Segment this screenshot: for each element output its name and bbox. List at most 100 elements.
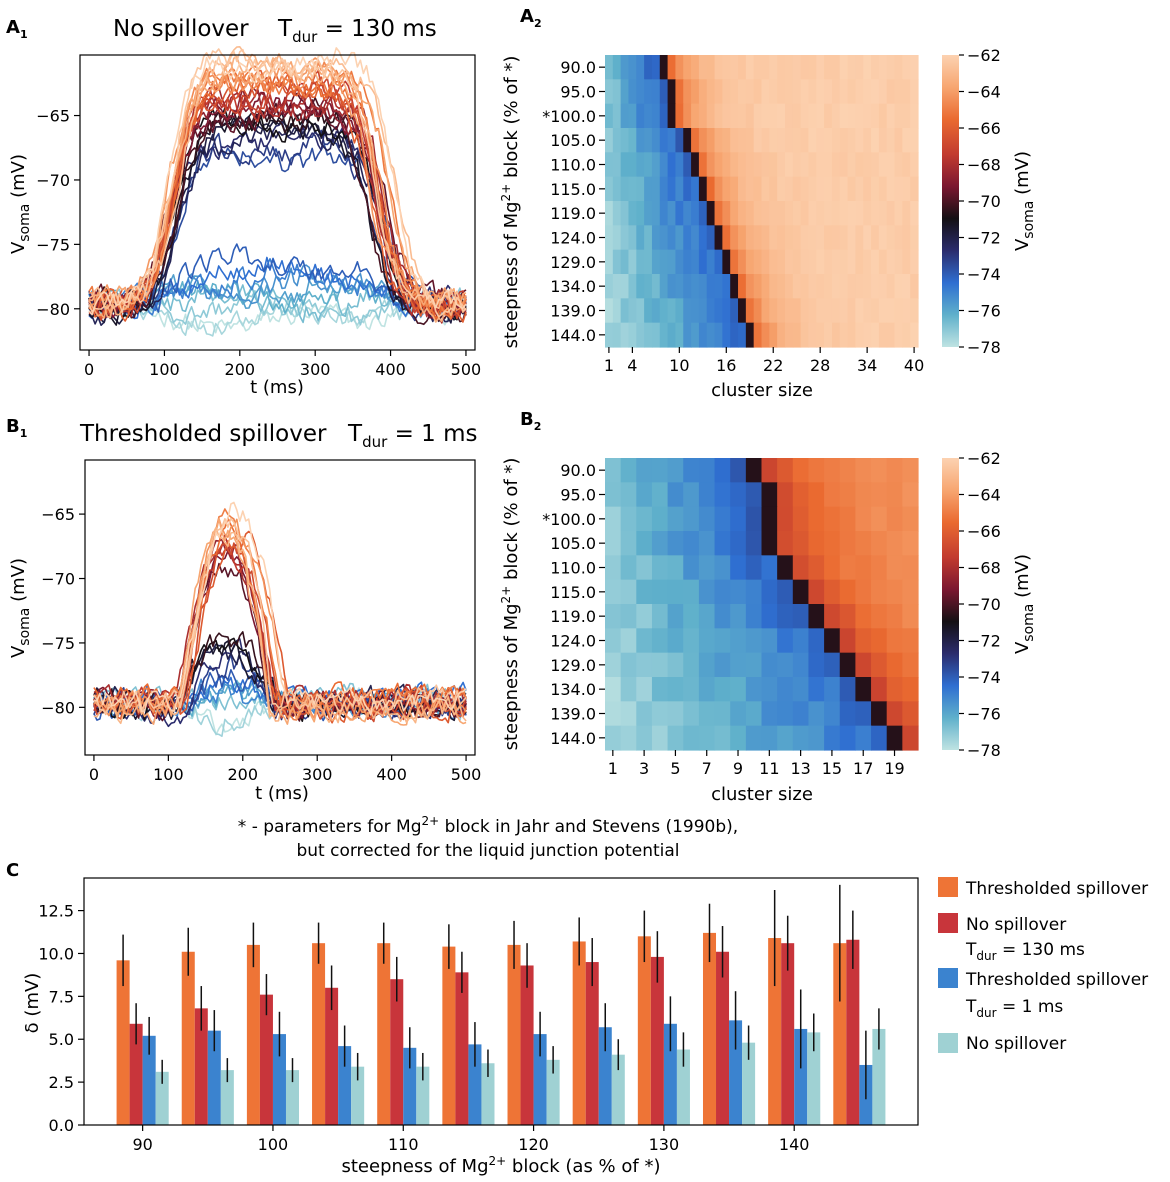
panel-label-c: C	[6, 860, 19, 881]
bar	[663, 1023, 677, 1125]
heatmap-cell	[855, 79, 864, 105]
x-tick-label: 34	[857, 356, 877, 375]
heatmap-cell	[730, 55, 739, 80]
heatmap-cell	[667, 322, 677, 348]
heatmap-cell	[894, 128, 903, 153]
heatmap-cell	[816, 176, 825, 202]
heatmap-cell	[683, 579, 700, 605]
bar	[507, 944, 521, 1125]
trace-line	[93, 526, 467, 725]
heatmap-cell	[886, 482, 903, 508]
heatmap-cell	[761, 201, 770, 226]
heatmap-cell	[753, 249, 763, 275]
heatmap-cell	[620, 506, 637, 532]
heatmap-cell	[902, 201, 911, 226]
heatmap-cell	[745, 604, 763, 629]
heatmap-cell	[667, 249, 677, 275]
bar	[129, 1023, 143, 1125]
heatmap-cell	[871, 506, 888, 532]
heatmap-cell	[738, 79, 747, 105]
heatmap-cell	[722, 128, 731, 153]
heatmap-cell	[871, 201, 880, 226]
bar	[807, 1032, 821, 1125]
heatmap-cell	[636, 652, 653, 678]
heatmap-cell	[871, 79, 880, 105]
heatmap-cell	[667, 725, 684, 751]
colorbar-tick-label: −72	[967, 229, 1001, 248]
heatmap-cell	[816, 128, 825, 153]
heatmap-cell	[816, 298, 825, 324]
colorbar-tick-label: −70	[967, 595, 1001, 614]
heatmap-cell	[605, 531, 622, 556]
heatmap-cell	[777, 298, 786, 324]
heatmap-cell	[808, 482, 825, 508]
heatmap-cell	[683, 677, 700, 702]
heatmap-cell	[683, 628, 700, 654]
panel-label-a1: A1	[6, 17, 28, 41]
heatmap-cell	[659, 201, 669, 226]
footnote: * - parameters for Mg2+ block in Jahr an…	[238, 814, 738, 861]
heatmap-cell	[910, 128, 919, 153]
heatmap-cell	[784, 128, 794, 153]
panel-label-b1: B1	[6, 416, 27, 440]
heatmap-cell	[800, 322, 810, 348]
heatmap-cell	[730, 298, 739, 324]
heatmap-cell	[683, 701, 700, 727]
heatmap-cell	[651, 55, 661, 80]
heatmap-cell	[651, 298, 661, 324]
heatmap-cell	[620, 482, 637, 508]
heatmap-cell	[722, 55, 731, 80]
heatmap-cell	[769, 152, 778, 178]
heatmap-cell	[769, 274, 778, 299]
heatmap-cell	[651, 701, 669, 727]
heatmap-cell	[792, 152, 802, 178]
heatmap-cell	[847, 55, 856, 80]
heatmap-cell	[683, 103, 692, 129]
heatmap-cell	[753, 225, 763, 251]
heatmap-cell	[871, 322, 880, 348]
x-tick-label: 22	[763, 356, 783, 375]
heatmap-cell	[761, 725, 778, 751]
heatmap-cell	[777, 531, 794, 556]
heatmap-cell	[651, 725, 669, 751]
heatmap-cell	[714, 579, 731, 605]
heatmap-cell	[847, 225, 856, 251]
heatmap-cell	[824, 604, 841, 629]
heatmap-cell	[777, 201, 786, 226]
heatmap-cell	[761, 298, 770, 324]
x-tick-label: 300	[300, 360, 331, 379]
heatmap-cell	[824, 506, 841, 532]
heatmap-cell	[784, 322, 794, 348]
colorbar-a2	[942, 55, 959, 347]
heatmap-cell	[691, 249, 700, 275]
heatmap-cell	[855, 725, 872, 751]
heatmap-cell	[706, 128, 716, 153]
xlabel-b2: cluster size	[711, 784, 813, 805]
heatmap-cell	[745, 274, 755, 299]
heatmap-cell	[620, 103, 630, 129]
heatmap-cell	[902, 274, 911, 299]
heatmap-cell	[698, 652, 716, 678]
heatmap-cell	[855, 458, 872, 483]
y-tick-label: 144.0	[550, 326, 596, 345]
x-tick-label: 1	[608, 759, 618, 778]
heatmap-cell	[777, 128, 786, 153]
heatmap-cell	[863, 103, 872, 129]
heatmap-cell	[824, 152, 833, 178]
heatmap-cell	[714, 274, 723, 299]
heatmap-cell	[808, 555, 825, 581]
heatmap-cell	[777, 249, 786, 275]
x-tick-label: 140	[779, 1135, 810, 1154]
heatmap-cell	[800, 298, 810, 324]
colorbar-label-a2: Vsoma (mV)	[1012, 151, 1037, 251]
heatmap-cell	[871, 555, 888, 581]
heatmap-cell	[651, 579, 669, 605]
heatmap-cell	[605, 55, 614, 80]
heatmap-cell	[910, 201, 919, 226]
heatmap-cell	[612, 152, 622, 178]
heatmap-cell	[824, 677, 841, 702]
heatmap-cell	[777, 701, 794, 727]
y-tick-label: *100.0	[542, 107, 596, 126]
heatmap-cell	[839, 274, 849, 299]
y-tick-label: 139.0	[550, 705, 596, 724]
